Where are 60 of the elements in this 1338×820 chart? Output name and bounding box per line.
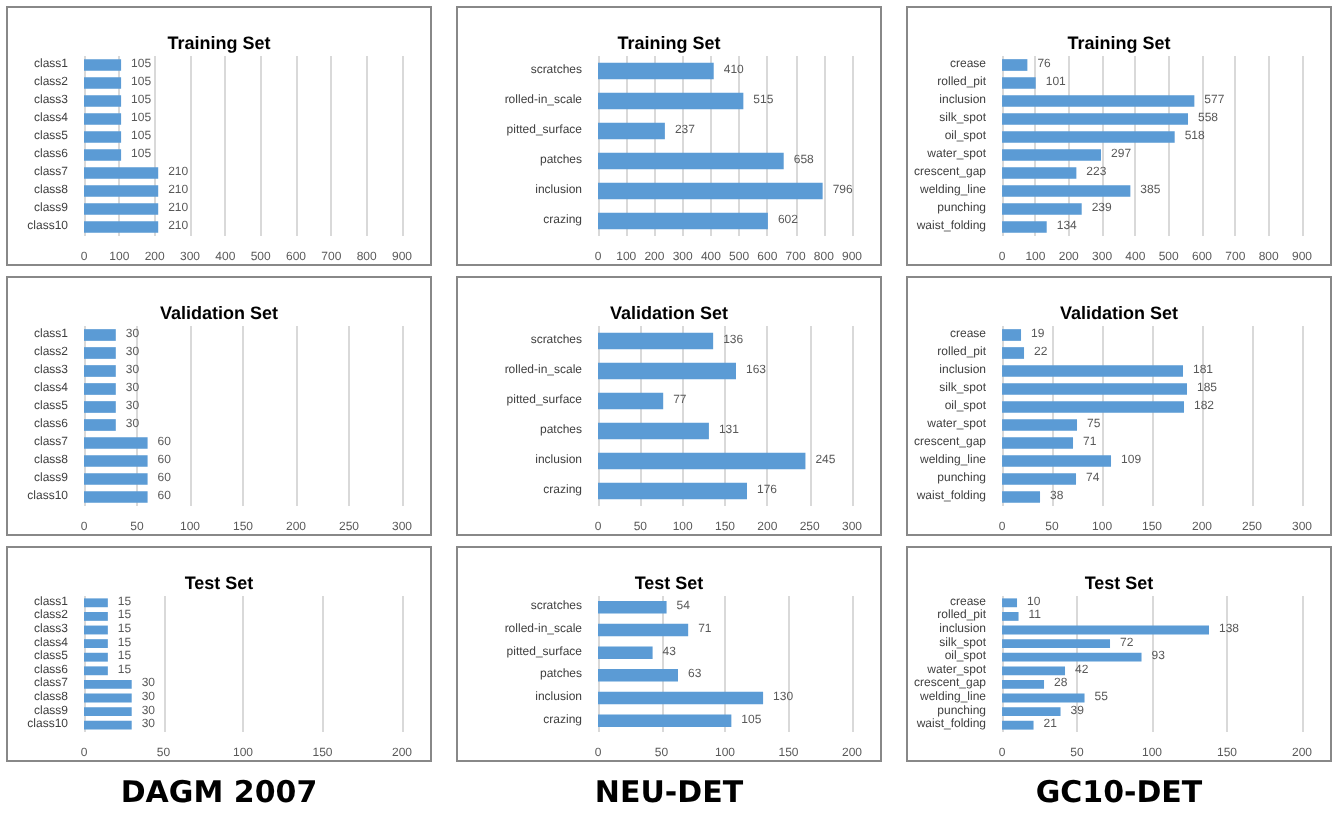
bar bbox=[598, 623, 689, 637]
bar bbox=[1002, 401, 1185, 413]
bar bbox=[1002, 59, 1028, 71]
bar bbox=[1002, 203, 1082, 215]
bar bbox=[1002, 707, 1061, 717]
bar bbox=[1002, 383, 1188, 395]
bar bbox=[598, 452, 806, 470]
bar bbox=[598, 332, 714, 350]
chart-title: Test Set bbox=[634, 573, 704, 593]
chart-title: Training Set bbox=[1067, 33, 1171, 53]
chart-title: Test Set bbox=[1084, 573, 1154, 593]
chart-title: Test Set bbox=[184, 573, 254, 593]
bar bbox=[1002, 598, 1018, 608]
bar bbox=[598, 212, 768, 230]
bar bbox=[598, 182, 823, 200]
bar bbox=[1002, 666, 1066, 676]
chart-title: Validation Set bbox=[609, 303, 729, 323]
bar bbox=[1002, 329, 1022, 341]
bar bbox=[598, 122, 665, 140]
chart-title: Validation Set bbox=[1059, 303, 1179, 323]
bar bbox=[1002, 347, 1025, 359]
bar bbox=[598, 362, 737, 380]
bar bbox=[1002, 185, 1131, 197]
bar bbox=[1002, 113, 1189, 125]
bar bbox=[1002, 639, 1111, 649]
bar bbox=[1002, 611, 1019, 621]
bar bbox=[598, 62, 714, 80]
bar bbox=[1002, 95, 1195, 107]
bar bbox=[598, 482, 748, 500]
bar bbox=[1002, 221, 1047, 233]
text: DAGM 2007 bbox=[118, 774, 320, 810]
bar bbox=[1002, 437, 1074, 449]
bar bbox=[1002, 419, 1078, 431]
bar bbox=[598, 714, 732, 727]
bar bbox=[1002, 149, 1102, 161]
bar bbox=[1002, 167, 1077, 179]
bar bbox=[1002, 625, 1210, 635]
text: NEU-DET bbox=[592, 774, 746, 810]
bar bbox=[598, 392, 664, 410]
chart-title: Validation Set bbox=[159, 303, 279, 323]
bar bbox=[598, 601, 667, 614]
bar bbox=[1002, 720, 1034, 730]
chart-title: Training Set bbox=[167, 33, 271, 53]
bar bbox=[1002, 491, 1041, 503]
bar bbox=[598, 646, 653, 659]
bar bbox=[598, 92, 744, 110]
bar bbox=[1002, 473, 1077, 485]
bar bbox=[1002, 365, 1184, 377]
bar bbox=[598, 422, 709, 440]
bar bbox=[1002, 455, 1112, 467]
bar bbox=[1002, 693, 1085, 703]
bar bbox=[1002, 679, 1045, 689]
bar bbox=[1002, 652, 1142, 662]
bar bbox=[1002, 77, 1036, 89]
bar bbox=[598, 669, 679, 682]
bar bbox=[598, 152, 784, 170]
chart-title: Training Set bbox=[617, 33, 721, 53]
bar bbox=[1002, 131, 1175, 143]
text: GC10-DET bbox=[1033, 774, 1205, 810]
bar bbox=[598, 691, 764, 705]
